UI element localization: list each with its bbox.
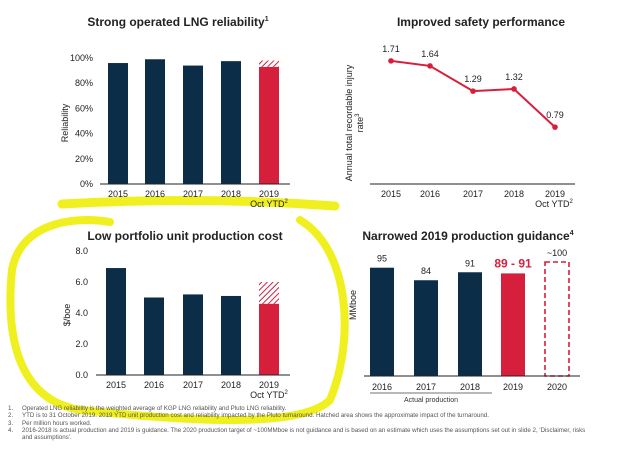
unitcost-ytick: 4.0 [75,308,88,318]
safety-point [388,58,394,64]
safety-point [552,124,558,130]
unitcost-ytick: 0.0 [75,370,88,380]
safety-title: Improved safety performance [397,15,565,29]
reliability-ytick: 40% [75,129,93,139]
safety-chart: Improved safety performance Annual total… [344,15,575,209]
safety-category-label: 2016 [420,189,440,199]
reliability-ytick: 100% [70,53,93,63]
actual-production-label: Actual production [404,397,458,404]
unitcost-ytick: 8.0 [75,246,88,256]
guidance-target-bar [544,261,570,377]
reliability-hatched-segment [259,60,279,67]
unitcost-bar [106,268,126,375]
safety-value-label: 1.32 [505,72,523,82]
safety-category-label: 2019 [545,189,565,199]
reliability-ytick: 20% [75,154,93,164]
guidance-bar [458,272,482,376]
safety-point [470,88,476,94]
reliability-category-label: 2018 [221,189,241,199]
unitcost-oct-ytd: Oct YTD2 [250,390,288,400]
safety-value-label: 0.79 [546,110,564,120]
guidance-bar [370,267,394,376]
unitcost-category-label: 2015 [106,380,126,390]
footnotes: 1. Operated LNG reliability is the weight… [8,405,636,441]
safety-series-line [390,59,556,128]
guidance-bar [501,273,525,376]
reliability-title: Strong operated LNG reliability1 [87,15,268,29]
safety-value-label: 1.64 [421,49,439,59]
unitcost-bar [144,297,164,375]
unitcost-category-label: 2017 [183,380,203,390]
guidance-category-label: 2019 [503,382,523,392]
reliability-category-label: 2019 [259,189,279,199]
reliability-ylabel: Reliability [60,103,70,142]
safety-point [427,63,433,69]
footnote-4-cont: and assumptions'. [22,434,72,442]
unitcost-category-label: 2016 [144,380,164,390]
safety-ylabel-line1: Annual total recordable injury [344,64,354,181]
footnote-4: 4. 2016-2018 is actual production and 201… [8,426,586,434]
reliability-ytick: 80% [75,78,93,88]
reliability-category-label: 2016 [145,189,165,199]
guidance-category-label: 2017 [416,382,436,392]
guidance-value-label: 91 [465,258,475,268]
safety-category-label: 2015 [381,189,401,199]
unitcost-ylabel: $/boe [62,304,72,327]
safety-oct-ytd: Oct YTD2 [535,199,573,209]
guidance-ylabel: MMboe [348,290,358,320]
safety-value-label: 1.71 [382,44,400,54]
safety-point [511,86,517,92]
reliability-bar [108,63,128,184]
guidance-title: Narrowed 2019 production guidance4 [362,229,573,243]
guidance-value-label: 89 - 91 [494,256,532,270]
guidance-value-label: 84 [421,266,431,276]
safety-ylabel-line2: rate3 [355,113,365,133]
guidance-category-label: 2016 [372,382,392,392]
unitcost-ytick: 2.0 [75,339,88,349]
guidance-bar [414,280,438,376]
guidance-category-label: 2020 [547,382,567,392]
reliability-oct-ytd: Oct YTD2 [250,199,288,209]
footnote-2: 2. YTD is to 31 October 2019. 2019 YTD un… [8,412,489,420]
guidance-value-label: ~100 [547,248,567,258]
reliability-bar [145,59,165,185]
safety-category-label: 2018 [504,189,524,199]
safety-value-label: 1.29 [464,74,482,84]
unitcost-category-label: 2019 [259,380,279,390]
guidance-value-label: 95 [377,254,387,264]
unitcost-bar [221,295,241,375]
unitcost-category-label: 2018 [221,380,241,390]
unitcost-bar [259,303,279,375]
reliability-category-label: 2015 [108,189,128,199]
reliability-ytick: 0% [80,179,93,189]
guidance-chart: Narrowed 2019 production guidance4 MMboe… [348,229,580,404]
reliability-ytick: 60% [75,103,93,113]
unitcost-ytick: 6.0 [75,277,88,287]
safety-category-label: 2017 [463,189,483,199]
unitcost-bar [183,294,203,375]
unitcost-title: Low portfolio unit production cost [87,229,282,243]
reliability-bar [183,65,203,184]
unitcost-chart: Low portfolio unit production cost $/boe… [62,229,290,400]
highlight-annotation [6,195,349,424]
unitcost-hatched-segment [259,282,279,304]
reliability-category-label: 2017 [183,189,203,199]
reliability-bar [221,61,241,184]
footnote-3: 3. Per million hours worked. [8,419,92,427]
reliability-bar [259,66,279,184]
guidance-category-label: 2018 [460,382,480,392]
reliability-chart: Strong operated LNG reliability1 Reliabi… [60,15,290,209]
footnote-1: 1. Operated LNG reliability is the weight… [8,405,287,412]
